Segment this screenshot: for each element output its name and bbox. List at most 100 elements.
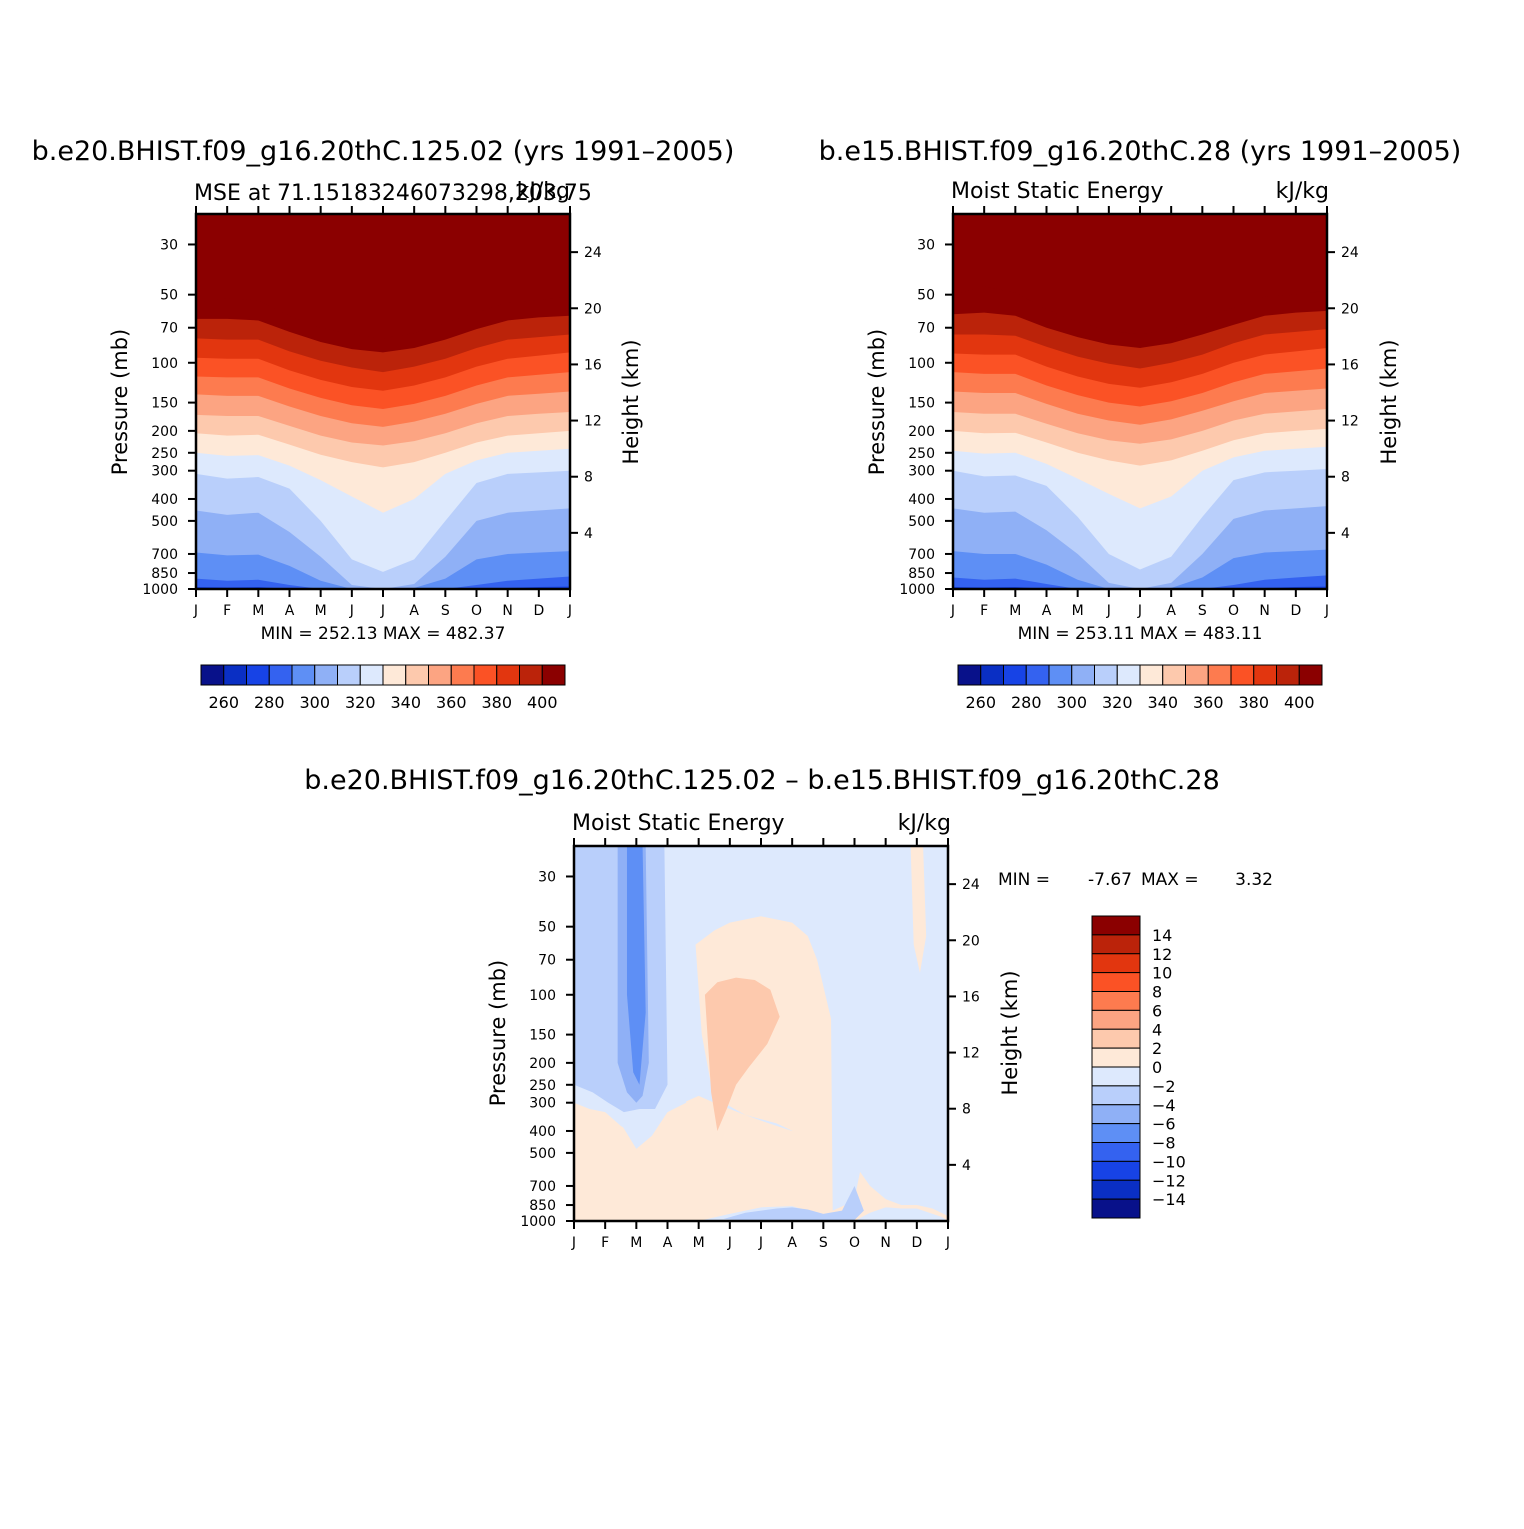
panel-2: b.e15.BHIST.f09_g16.20thC.28 (yrs 1991–2… (819, 136, 1462, 712)
panel-2-axes: J F M A M J J A S O N D J 30 50 70 100 150 200 250 300 400 500… (899, 206, 1359, 619)
panel-3-colorbar-label: 6 (1152, 1001, 1162, 1020)
panel-1-colorbar-label: 280 (254, 693, 285, 712)
panel-1-ytick-label: 250 (151, 446, 178, 462)
panel-3-colorbar-swatch (1091, 1047, 1141, 1068)
panel-1-xtick-label: A (285, 603, 295, 619)
panel-1-height-tick-label: 24 (584, 245, 602, 261)
panel-2-height-tick-label: 8 (1341, 470, 1350, 486)
panel-3-colorbar-label: 2 (1152, 1039, 1162, 1058)
panel-1-colorbar-swatch (314, 664, 338, 686)
panel-3-ytick-label: 70 (538, 953, 556, 969)
panel-2-colorbar-swatch (1298, 664, 1323, 686)
panel-3-xtick-label: S (819, 1235, 828, 1251)
panel-3-xtick-label: J (571, 1235, 576, 1251)
panel-2-left-subtitle: Moist Static Energy (951, 179, 1164, 204)
panel-2-ytick-label: 400 (908, 492, 935, 508)
panel-3-region-6 (626, 846, 646, 1085)
panel-1-colorbar-label: 380 (481, 693, 512, 712)
panel-1-xtick-label: J (567, 603, 572, 619)
panel-1-colorbar-label: 260 (208, 693, 239, 712)
panel-2-colorbar-swatch (1253, 664, 1277, 686)
panel-1-colorbar-swatch (337, 664, 361, 686)
panel-3-stats-min: -7.67 (1088, 870, 1132, 890)
panel-1-band-280 (196, 576, 570, 589)
panel-1-colorbar-swatch (450, 664, 475, 686)
panel-2-colorbar-swatch (957, 664, 982, 686)
panel-2-band-280 (953, 575, 1327, 589)
panel-2-colorbar-swatch (1025, 664, 1050, 686)
panel-2-xtick-label: D (1290, 603, 1301, 619)
panel-1-ytick-label: 150 (151, 396, 178, 412)
panel-2-colorbar-swatch (1116, 664, 1141, 686)
panel-3-ytick-label: 400 (529, 1124, 556, 1140)
panel-1-xtick-label: S (441, 603, 450, 619)
panel-2-colorbar-swatch (1094, 664, 1118, 686)
panel-3-ylabel: Pressure (mb) (486, 960, 510, 1107)
panel-2-colorbar-label: 320 (1102, 693, 1133, 712)
panel-3-region-1 (695, 916, 852, 1149)
panel-2-colorbar-swatch (1162, 664, 1186, 686)
panel-3-height-tick-label: 8 (962, 1102, 971, 1118)
panel-2-height-tick-label: 20 (1341, 301, 1359, 317)
panel-1-axes: J F M A M J J A S O N D J 30 50 70 100 150 200 250 300 400 500… (142, 206, 602, 619)
panel-1-title: b.e20.BHIST.f09_g16.20thC.125.02 (yrs 19… (32, 136, 735, 167)
panel-2-xtick-label: A (1042, 603, 1052, 619)
panel-1-xtick-label: A (409, 603, 419, 619)
panel-2-colorbar-swatch (1207, 664, 1232, 686)
panel-3-ytick-label: 300 (529, 1096, 556, 1112)
panel-3-colorbar-label: −8 (1152, 1134, 1176, 1153)
panel-1: b.e20.BHIST.f09_g16.20thC.125.02 (yrs 19… (32, 136, 735, 712)
panel-1-colorbar-swatch (268, 664, 293, 686)
panel-1-band-290 (196, 551, 570, 589)
panel-2-height-tick-label: 24 (1341, 245, 1359, 261)
panel-1-colorbar-label: 300 (299, 693, 330, 712)
panel-1-ylabel-right: Height (km) (619, 339, 643, 464)
panel-1-height-tick-label: 20 (584, 301, 602, 317)
panel-1-xtick-label: D (533, 603, 544, 619)
panel-3-height-tick-label: 20 (962, 933, 980, 949)
panel-2-colorbar-swatch (1048, 664, 1073, 686)
panel-1-ytick-label: 700 (151, 547, 178, 563)
panel-3-stats-max: 3.32 (1235, 870, 1273, 890)
panel-2-height-tick-label: 16 (1341, 357, 1359, 373)
panel-2-colorbar-label: 340 (1147, 693, 1178, 712)
panel-3-colorbar-swatch (1091, 934, 1141, 955)
panel-1-left-subtitle: MSE at 71.15183246073298,203.75 (194, 181, 592, 206)
panel-1-height-tick-label: 12 (584, 414, 602, 430)
panel-1-colorbar-swatch (473, 664, 498, 686)
panel-3-colorbar-label: −14 (1152, 1190, 1186, 1209)
panel-3-stats-max-label: MAX = (1141, 870, 1199, 890)
panel-1-ytick-label: 70 (160, 321, 178, 337)
panel-1-ytick-label: 850 (151, 566, 178, 582)
panel-2-ytick-label: 200 (908, 424, 935, 440)
panel-3-left-subtitle: Moist Static Energy (572, 811, 785, 836)
panel-2-xtick-label: M (1009, 603, 1021, 619)
panel-2-xtick-label: A (1166, 603, 1176, 619)
panel-1-colorbar-swatch (496, 664, 520, 686)
panel-2-colorbar-swatch (1230, 664, 1255, 686)
panel-2-ylabel: Pressure (mb) (865, 329, 889, 476)
panel-1-ytick-label: 200 (151, 424, 178, 440)
panel-2-ytick-label: 150 (908, 396, 935, 412)
panel-2-xtick-label: F (980, 603, 988, 619)
panel-2-height-tick-label: 4 (1341, 526, 1350, 542)
panel-2-colorbar-swatch (1003, 664, 1027, 686)
panel-3-region-10 (910, 846, 927, 973)
panel-3-colorbar-label: 4 (1152, 1020, 1162, 1039)
panel-1-ylabel: Pressure (mb) (108, 329, 132, 476)
panel-2-ytick-label: 500 (908, 514, 935, 530)
panel-1-ytick-label: 500 (151, 514, 178, 530)
panel-3-colorbar-label: −10 (1152, 1152, 1186, 1171)
panel-2-xtick-label: J (1106, 603, 1111, 619)
panel-2-colorbar-label: 300 (1056, 693, 1087, 712)
panel-1-colorbar-swatch (359, 664, 384, 686)
panel-1-height-tick-label: 16 (584, 357, 602, 373)
panel-2-colorbar-label: 280 (1011, 693, 1042, 712)
panel-2-contour-layer (953, 214, 1327, 589)
panel-1-colorbar-label: 320 (345, 693, 376, 712)
panel-1-ytick-label: 1000 (142, 582, 178, 598)
panel-3-colorbar-label: 8 (1152, 983, 1162, 1002)
panel-3-colorbar-label: 12 (1152, 945, 1172, 964)
panel-3-height-tick-label: 24 (962, 877, 980, 893)
panel-3-ytick-label: 30 (538, 869, 556, 885)
